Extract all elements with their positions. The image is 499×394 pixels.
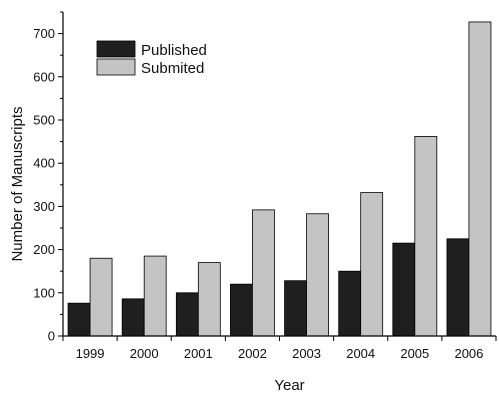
- bar-submited-2001: [197, 262, 221, 337]
- legend-swatch-submited: [96, 58, 136, 76]
- bar-submited-2004: [360, 192, 384, 337]
- x-tick-label-2002: 2002: [238, 346, 267, 361]
- bar-submited-2002: [252, 209, 275, 337]
- x-tick-label-2003: 2003: [292, 346, 321, 361]
- bar-published-2006: [446, 238, 470, 337]
- x-tick-label-2005: 2005: [400, 346, 429, 361]
- x-tick-label-2004: 2004: [346, 346, 375, 361]
- x-tick-label-2006: 2006: [454, 346, 483, 361]
- y-axis-title: Number of Manuscripts: [9, 106, 26, 261]
- legend-label-submited: Submited: [141, 60, 204, 77]
- x-tick-label-2000: 2000: [130, 346, 159, 361]
- legend-swatch-published: [96, 40, 136, 58]
- y-tick-label-100: 100: [33, 285, 55, 300]
- legend-label-published: Published: [141, 42, 207, 59]
- y-tick-label-500: 500: [33, 113, 55, 128]
- bar-submited-1999: [89, 257, 113, 337]
- bar-submited-2006: [468, 21, 492, 337]
- x-tick-label-1999: 1999: [76, 346, 105, 361]
- y-tick-label-600: 600: [33, 69, 55, 84]
- axes-layer: 0 100 200 300 400 500 600 700 1999 2000 2001 2002 20…: [33, 11, 497, 361]
- bars-layer: [67, 21, 492, 337]
- x-axis-title: Year: [274, 377, 304, 394]
- y-tick-label-400: 400: [33, 156, 55, 171]
- y-tick-label-700: 700: [33, 26, 55, 41]
- bar-published-2001: [175, 292, 199, 337]
- y-tick-label-200: 200: [33, 242, 55, 257]
- bar-published-2002: [230, 283, 253, 337]
- bar-published-1999: [67, 302, 91, 337]
- bar-published-2004: [338, 270, 362, 337]
- bar-published-2003: [284, 280, 307, 337]
- bar-published-2000: [121, 298, 145, 337]
- bar-submited-2005: [414, 136, 438, 337]
- bar-published-2005: [392, 242, 416, 337]
- y-tick-label-0: 0: [48, 329, 55, 344]
- bar-submited-2000: [143, 255, 167, 337]
- y-tick-label-300: 300: [33, 199, 55, 214]
- bar-submited-2003: [306, 213, 329, 337]
- x-tick-label-2001: 2001: [184, 346, 213, 361]
